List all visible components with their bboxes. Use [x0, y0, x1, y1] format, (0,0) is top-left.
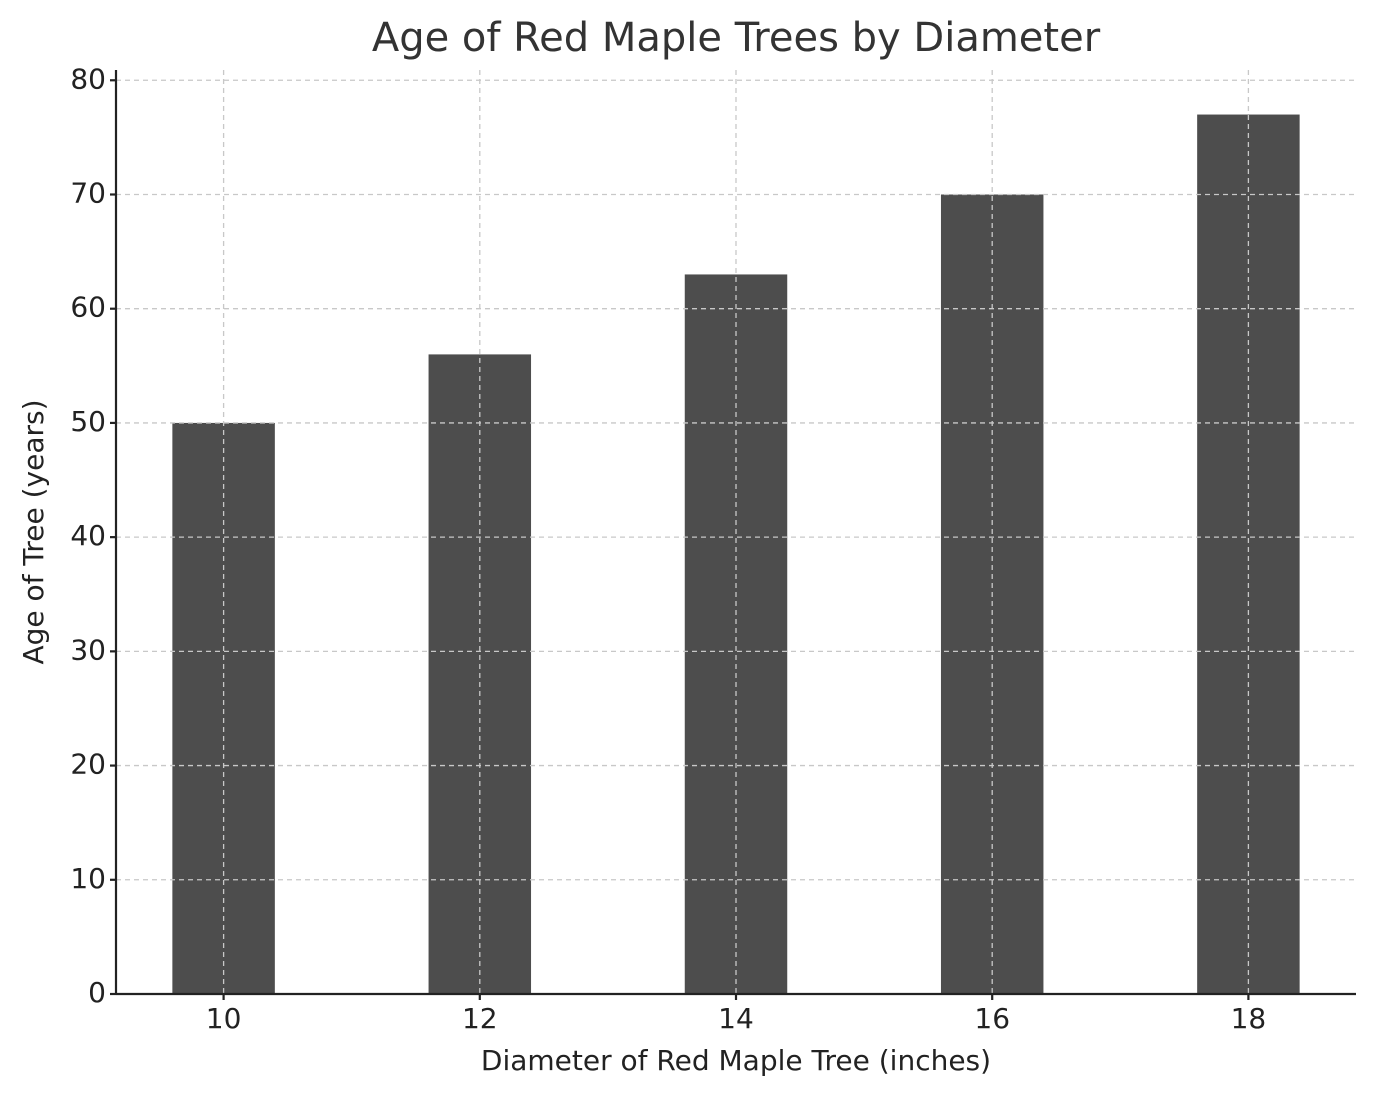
- y-tick-label: 0: [88, 976, 106, 1009]
- bar: [684, 274, 788, 994]
- x-tick-label: 16: [974, 1002, 1010, 1035]
- chart-title: Age of Red Maple Trees by Diameter: [372, 15, 1101, 61]
- y-tick-label: 80: [70, 62, 106, 95]
- y-tick-label: 20: [70, 748, 106, 781]
- y-tick-label: 50: [70, 405, 106, 438]
- x-axis-label: Diameter of Red Maple Tree (inches): [481, 1044, 991, 1077]
- y-tick-label: 40: [70, 519, 106, 552]
- x-tick-label: 10: [206, 1002, 242, 1035]
- y-tick-label: 60: [70, 291, 106, 324]
- y-axis-label: Age of Tree (years): [17, 399, 50, 664]
- x-tick-label: 12: [462, 1002, 498, 1035]
- y-tick-label: 10: [70, 862, 106, 895]
- x-tick-label: 14: [718, 1002, 754, 1035]
- y-tick-label: 30: [70, 633, 106, 666]
- x-tick-label: 18: [1231, 1002, 1267, 1035]
- y-tick-label: 70: [70, 176, 106, 209]
